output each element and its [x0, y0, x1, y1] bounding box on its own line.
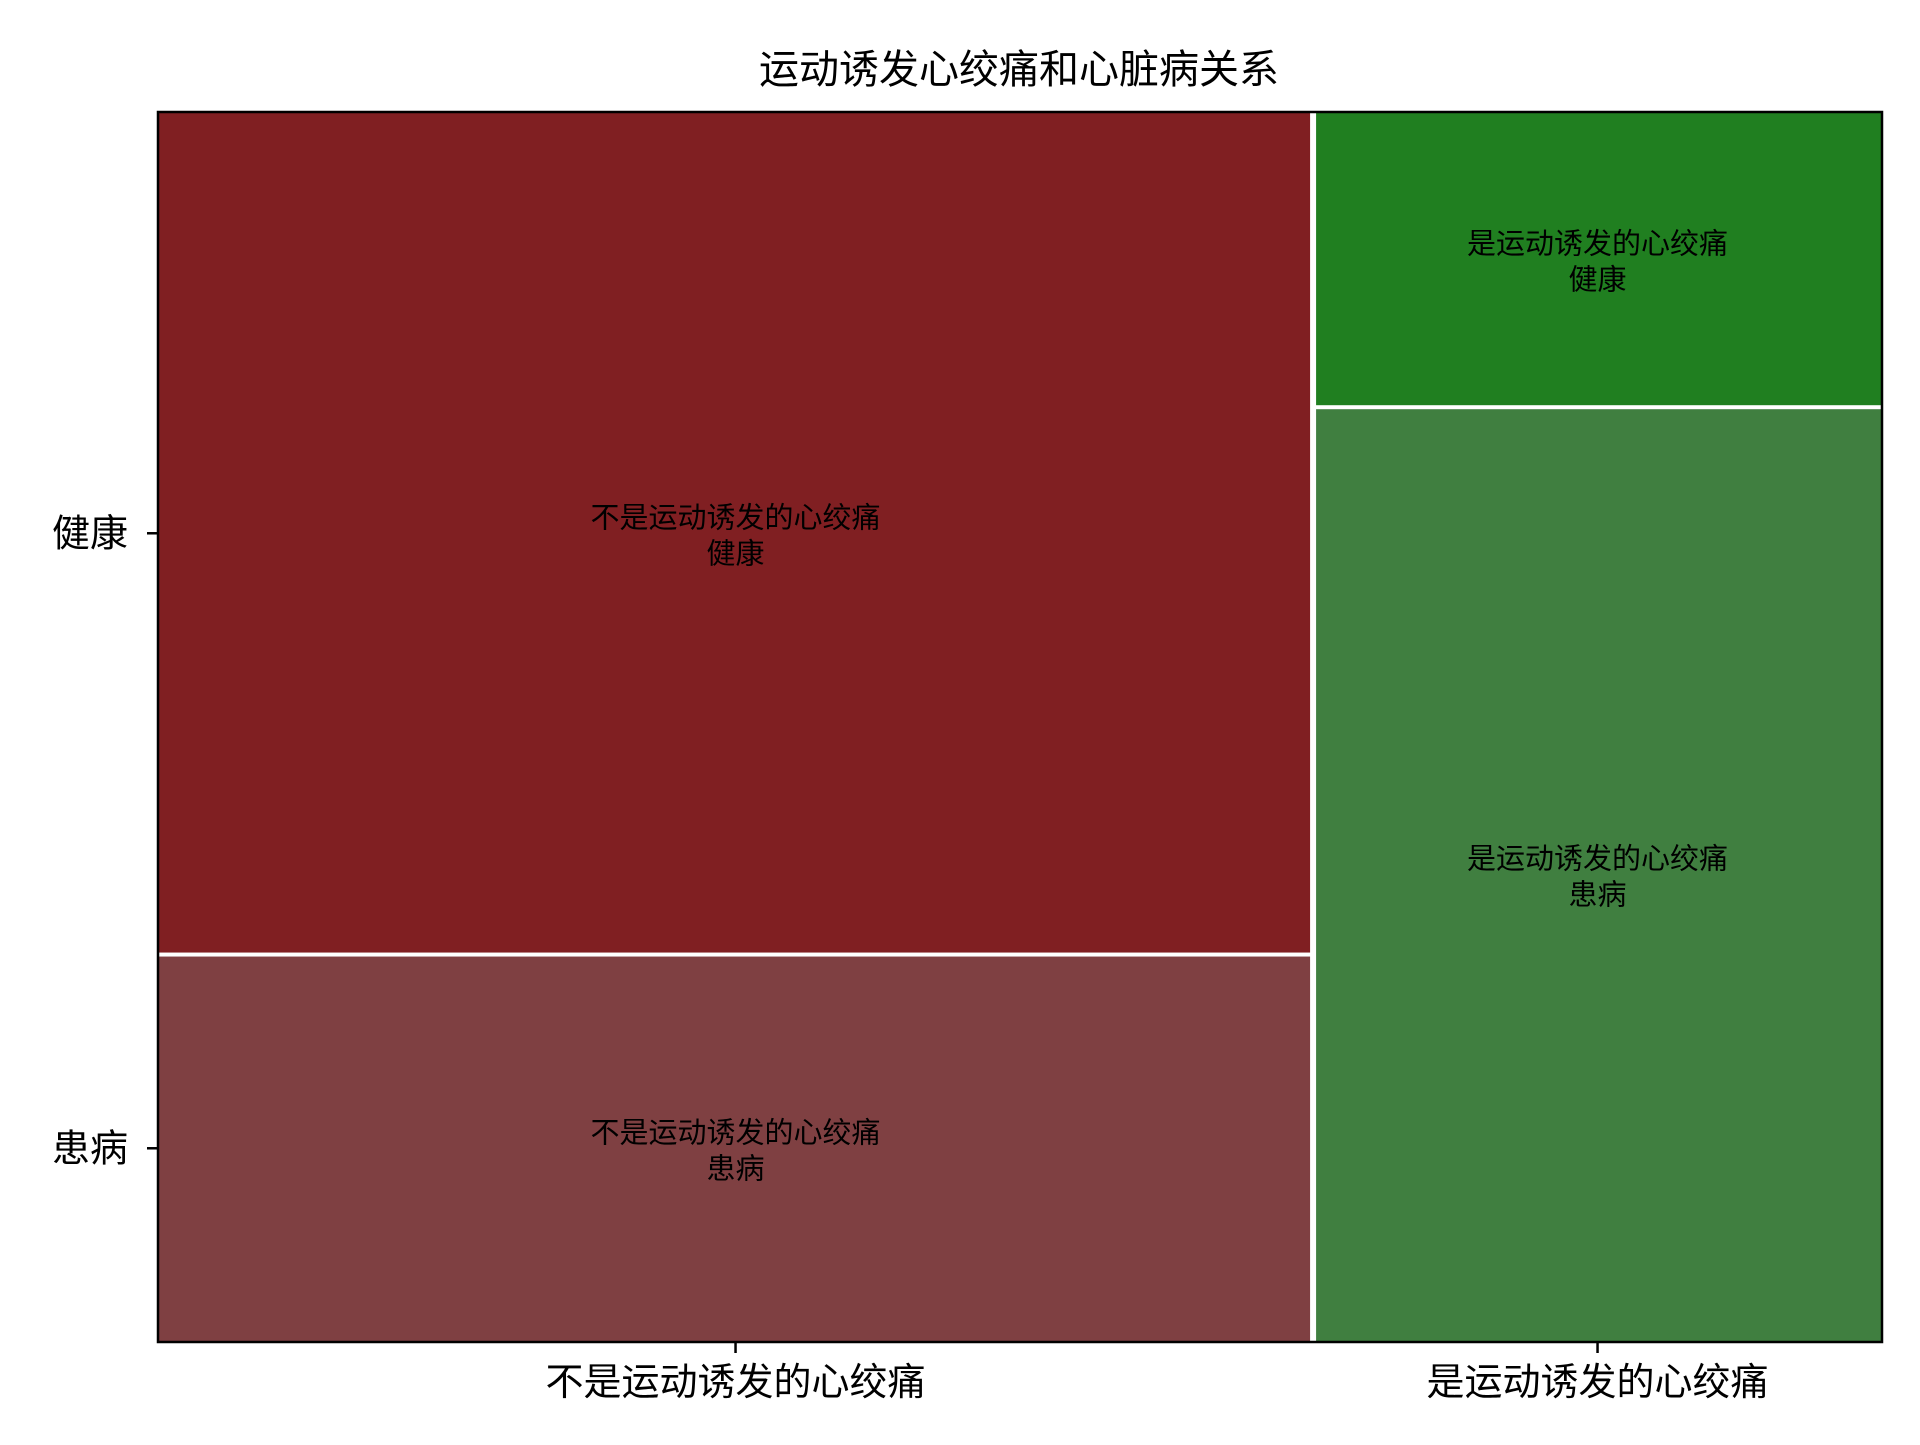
tile-label-line2: 健康 [1569, 263, 1627, 297]
tile-label-line2: 患病 [1569, 878, 1627, 912]
tile-label-line2: 健康 [707, 536, 765, 570]
mosaic-tile [158, 956, 1311, 1342]
tile-labels-layer: 不是运动诱发的心绞痛健康不是运动诱发的心绞痛患病是运动诱发的心绞痛健康是运动诱发… [591, 227, 1729, 1186]
plot-frame [156, 110, 1884, 1344]
tile-label-line1: 是运动诱发的心绞痛 [1467, 227, 1728, 261]
tile-label-line1: 不是运动诱发的心绞痛 [591, 1115, 881, 1149]
tiles-layer [158, 112, 1882, 1342]
y-tick-label: 健康 [52, 511, 128, 555]
y-tick-label: 患病 [52, 1126, 128, 1170]
mosaic-tile [158, 112, 1311, 953]
tile-label-line1: 是运动诱发的心绞痛 [1467, 842, 1728, 876]
mosaic-tile [1316, 409, 1882, 1342]
x-tick-label: 是运动诱发的心绞痛 [1427, 1360, 1769, 1404]
x-tick-label: 不是运动诱发的心绞痛 [546, 1360, 926, 1404]
mosaic-tile [1316, 112, 1882, 406]
chart-title: 运动诱发心绞痛和心脏病关系 [759, 47, 1279, 93]
tile-label-line1: 不是运动诱发的心绞痛 [591, 500, 881, 534]
tile-label-line2: 患病 [707, 1151, 765, 1185]
